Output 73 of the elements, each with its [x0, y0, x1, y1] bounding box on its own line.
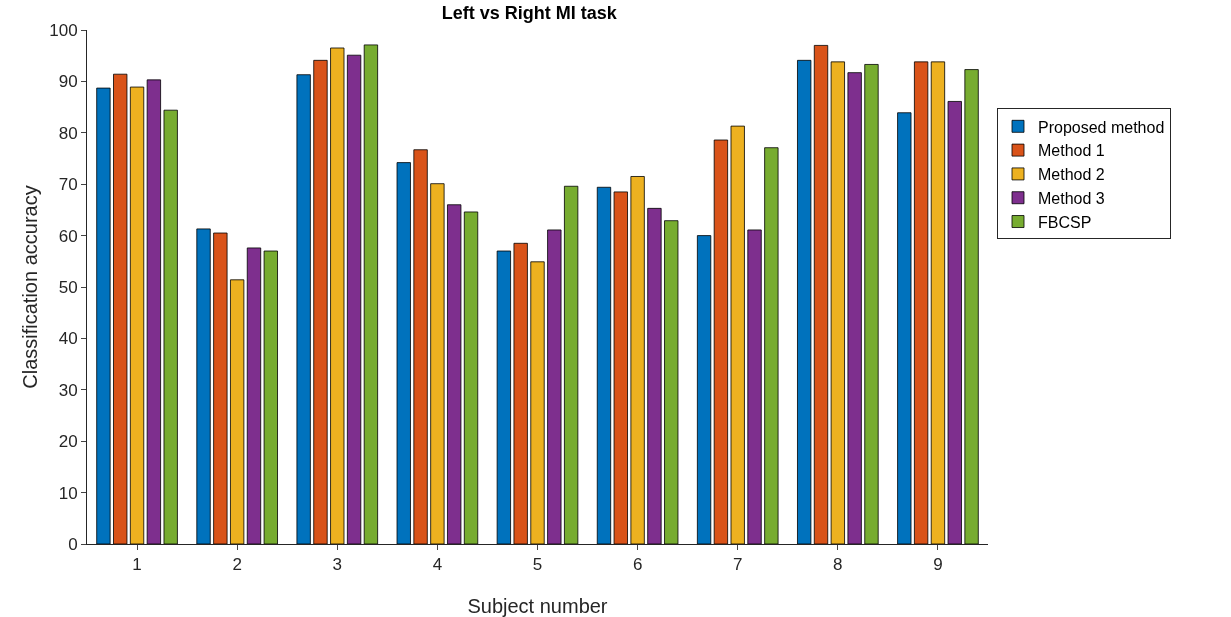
legend-label: Proposed method	[1038, 118, 1165, 136]
chart-title: Left vs Right MI task	[441, 2, 618, 23]
bar	[830, 61, 845, 544]
bar	[897, 112, 912, 544]
y-tick-label: 20	[58, 432, 78, 452]
bar	[163, 109, 178, 544]
y-tick-label: 30	[58, 380, 78, 400]
bar	[730, 125, 745, 544]
bar	[513, 242, 528, 544]
x-tick-label: 8	[833, 555, 843, 575]
x-tick-label: 1	[132, 555, 142, 575]
y-tick-label: 80	[58, 123, 78, 143]
x-tick-label: 5	[532, 555, 543, 575]
bar	[463, 211, 479, 544]
bar	[246, 247, 262, 544]
bar	[363, 44, 379, 544]
bar	[146, 79, 161, 544]
y-tick-label: 50	[58, 277, 78, 297]
bar	[964, 69, 979, 544]
y-tick-label: 40	[58, 329, 78, 349]
bar	[647, 207, 662, 544]
x-tick-label: 2	[232, 555, 242, 575]
bar	[213, 232, 228, 544]
bar	[747, 229, 762, 544]
bar	[296, 74, 311, 544]
bar	[346, 54, 362, 544]
bar	[797, 59, 812, 544]
bar	[330, 47, 345, 544]
bar	[230, 279, 245, 544]
x-tick-label: 6	[632, 555, 643, 575]
bar	[263, 250, 278, 544]
bar	[196, 228, 211, 544]
bar	[864, 64, 879, 544]
bar	[396, 162, 411, 544]
bar	[596, 186, 612, 544]
x-tick-label: 7	[732, 555, 743, 575]
legend-label: FBCSP	[1038, 213, 1092, 231]
y-tick-label: 100	[49, 20, 78, 40]
bar	[447, 204, 462, 544]
bar	[947, 101, 962, 544]
bar	[496, 250, 511, 544]
bar	[129, 86, 145, 544]
bar	[113, 73, 128, 544]
x-tick-label: 9	[933, 555, 943, 575]
legend-label: Method 1	[1038, 142, 1105, 160]
bar	[847, 72, 862, 544]
y-tick-label: 10	[58, 483, 78, 503]
bar	[813, 45, 829, 544]
bar	[696, 235, 712, 544]
bar	[613, 191, 628, 544]
y-tick-label: 90	[58, 72, 78, 92]
bar	[930, 61, 946, 544]
y-tick-label: 70	[58, 175, 78, 195]
y-tick-label: 0	[68, 534, 78, 554]
legend-label: Method 2	[1038, 166, 1105, 184]
bar	[313, 59, 328, 544]
bar	[413, 149, 428, 544]
x-tick-label: 3	[332, 555, 343, 575]
x-axis-title: Subject number	[467, 595, 608, 617]
bar	[713, 139, 729, 544]
bar	[914, 61, 929, 544]
bar	[630, 176, 645, 544]
bar	[764, 147, 779, 544]
bar	[96, 87, 111, 544]
bar	[564, 185, 579, 544]
bar	[547, 229, 562, 544]
bar	[664, 220, 679, 544]
bar	[530, 261, 545, 544]
y-tick-label: 60	[58, 226, 78, 246]
y-axis-title: Classification accuracy	[19, 185, 41, 389]
legend-label: Method 3	[1038, 189, 1105, 207]
bar	[430, 183, 445, 544]
x-tick-label: 4	[432, 555, 443, 575]
